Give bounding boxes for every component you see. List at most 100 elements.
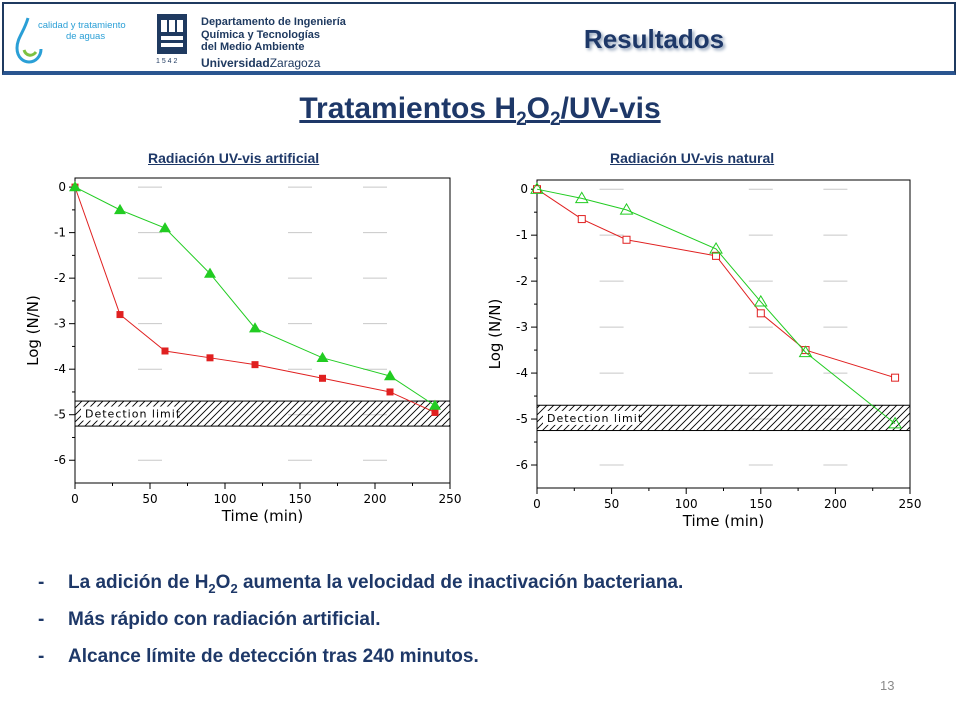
x-tick-label: 150	[289, 492, 312, 506]
data-point-triangle	[204, 267, 216, 278]
bullet-item-1: - La adición de H2O2 aumenta la velocidad…	[38, 568, 683, 605]
logo-calidad-text: calidad y tratamiento de aguas	[38, 20, 126, 42]
x-tick-label: 100	[214, 492, 237, 506]
data-point-square	[431, 408, 439, 416]
y-tick-label: -3	[54, 317, 66, 331]
plot-frame	[536, 179, 911, 489]
water-drop-icon	[15, 17, 43, 64]
detection-limit-label: Detection limit	[547, 412, 643, 425]
data-point-triangle	[798, 345, 813, 358]
data-point-triangle	[249, 322, 261, 333]
university-shield-icon	[157, 14, 187, 54]
data-point-square	[161, 347, 169, 355]
x-axis-label: Time (min)	[682, 512, 764, 530]
bullet-1-sub-1: 2	[208, 580, 216, 596]
bullet-item-2: - Más rápido con radiación artificial.	[38, 605, 683, 642]
logo-year: 1 5 4 2	[156, 58, 178, 65]
detection-limit-label-bg	[543, 410, 639, 425]
y-tick-label: -1	[54, 226, 66, 240]
unizar-logo: 1 5 4 2 Departamento de Ingeniería Quími…	[151, 12, 481, 72]
x-tick-label: 250	[439, 492, 462, 506]
university-name-regular: Zaragoza	[269, 56, 321, 70]
logo-calidad-line1: calidad y tratamiento	[38, 20, 126, 31]
x-tick-label: 250	[899, 497, 922, 511]
x-tick-label: 150	[749, 497, 772, 511]
data-point-triangle	[574, 191, 589, 204]
chart-artificial: Detection limit 0 -1 -2 -3 -4 -5 -6 0 50 100 150 200…	[24, 177, 462, 525]
data-point-triangle	[619, 202, 634, 215]
data-point-square	[251, 361, 259, 369]
bullet-1-sub-2: 2	[230, 580, 238, 596]
data-point-triangle	[753, 294, 768, 307]
bullet-3-text: Alcance límite de detección tras 240 min…	[68, 646, 479, 667]
department-line2: Química y Tecnologías	[201, 28, 320, 41]
bullet-dash: -	[38, 572, 45, 593]
data-point-triangle	[69, 181, 81, 192]
data-point-triangle	[159, 222, 171, 233]
y-axis-label: Log (N/N)	[24, 295, 42, 366]
chart-natural: Detection limit 0 -1 -2 -3 -4 -5 -6 0 50 100 150 200…	[486, 179, 922, 530]
bullet-1-text-a: La adición de H	[68, 572, 209, 593]
y-tick-label: -3	[516, 320, 528, 334]
data-point-triangle	[888, 416, 902, 429]
bullet-dash: -	[38, 609, 45, 630]
title-subscript-1: 2	[516, 109, 527, 130]
university-name: UniversidadZaragoza	[201, 56, 320, 70]
title-prefix: Tratamientos H	[299, 92, 517, 125]
bullet-2-text: Más rápido con radiación artificial.	[68, 609, 381, 630]
charts-canvas: Detection limit 0 -1 -2 -3 -4 -5 -6 0 50 100 150 200…	[24, 177, 922, 530]
data-point-triangle	[316, 351, 329, 363]
title-subscript-2: 2	[550, 109, 561, 130]
bullet-item-3: - Alcance límite de detección tras 240 mi…	[38, 642, 683, 679]
data-point-square	[386, 388, 394, 396]
title-mid: O	[526, 92, 550, 125]
y-tick-label: -6	[54, 453, 66, 467]
chart-title-artificial: Radiación UV-vis artificial	[148, 150, 320, 166]
data-point-triangle	[114, 203, 126, 215]
data-point-square	[577, 215, 586, 224]
page-number: 13	[880, 678, 895, 693]
y-tick-label: -5	[54, 408, 66, 422]
department-line3: del Medio Ambiente	[201, 41, 305, 53]
chart-title-natural: Radiación UV-vis natural	[610, 150, 775, 166]
series-line	[74, 186, 436, 413]
x-tick-label: 0	[533, 497, 541, 511]
data-point-square	[622, 235, 631, 244]
x-tick-label: 100	[675, 497, 698, 511]
logo-calidad-line2: de aguas	[66, 31, 106, 42]
y-tick-label: 0	[520, 182, 528, 196]
x-tick-label: 200	[364, 492, 387, 506]
data-point-square	[319, 374, 326, 382]
y-tick-label: 0	[58, 180, 66, 194]
x-tick-label: 0	[71, 492, 79, 506]
x-tick-label: 200	[824, 497, 847, 511]
y-tick-label: -4	[54, 362, 66, 376]
department-name: Departamento de Ingeniería Química y Tec…	[201, 16, 346, 54]
x-axis-label: Time (min)	[221, 507, 303, 525]
detection-limit-label: Detection limit	[85, 408, 181, 421]
data-point-triangle	[429, 399, 441, 410]
bullet-1-text-c: aumenta la velocidad de inactivación bac…	[237, 572, 684, 593]
bullet-1-text-b: O	[215, 572, 231, 593]
x-tick-label: 50	[604, 497, 619, 511]
y-tick-label: -5	[516, 412, 528, 426]
slide-header: calidad y tratamiento de aguas 1 5 4 2 D…	[2, 2, 956, 75]
data-point-triangle	[530, 182, 544, 194]
x-tick-label: 50	[142, 492, 157, 506]
y-tick-label: -2	[54, 271, 66, 285]
y-axis-label: Log (N/N)	[486, 299, 504, 370]
plot-frame	[74, 177, 451, 484]
y-tick-label: -2	[516, 274, 528, 288]
y-tick-label: -1	[516, 228, 528, 242]
data-point-triangle	[384, 370, 396, 381]
data-point-square	[891, 373, 900, 382]
data-point-square	[756, 309, 765, 318]
series-line	[74, 186, 436, 407]
data-point-square	[116, 311, 124, 319]
university-name-bold: Universidad	[201, 56, 270, 70]
series-line	[536, 188, 896, 425]
detection-limit-label-bg	[81, 406, 177, 421]
y-tick-label: -6	[516, 458, 528, 472]
title-suffix: /UV-vis	[560, 92, 661, 125]
section-title: Resultados	[583, 24, 725, 54]
